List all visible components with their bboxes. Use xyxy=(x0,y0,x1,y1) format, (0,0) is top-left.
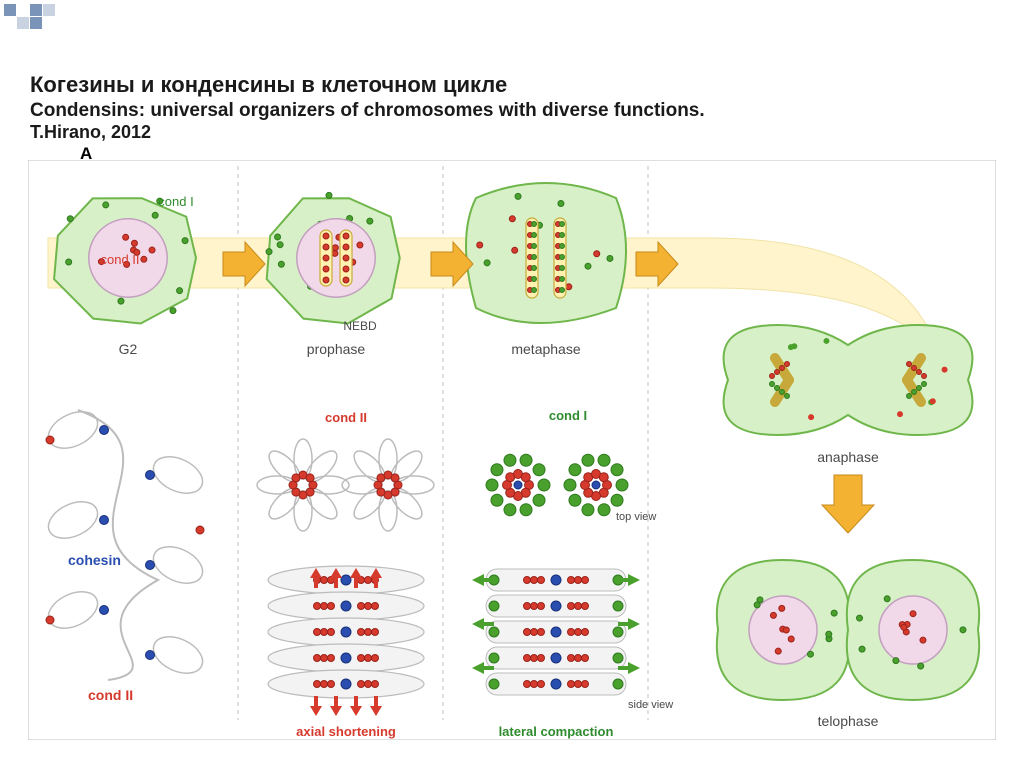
diagram-lateral-stack xyxy=(472,569,640,695)
label-cohesin: cohesin xyxy=(68,552,121,568)
diagram-metaphase-rosette xyxy=(486,454,628,515)
author-line: T.Hirano, 2012 xyxy=(30,122,705,143)
page-title: Когезины и конденсины в клеточном цикле xyxy=(30,72,705,98)
cell-prophase xyxy=(266,192,400,323)
diagram-prophase-rosette xyxy=(257,439,434,531)
label-cond-ii-2: cond II xyxy=(88,687,133,703)
label-cond-ii: cond II xyxy=(100,252,139,267)
cell-anaphase xyxy=(724,325,973,435)
subtitle: Condensins: universal organizers of chro… xyxy=(30,100,705,122)
label-cond-i: cond I xyxy=(158,194,193,209)
diagram-g2-loops xyxy=(43,405,209,681)
cell-metaphase xyxy=(466,183,626,323)
cell-telophase xyxy=(717,560,979,700)
phase-arrow-down-icon xyxy=(822,475,874,533)
label-g2: G2 xyxy=(119,341,138,357)
label-top-view: top view xyxy=(616,511,656,523)
label-anaphase: anaphase xyxy=(817,449,879,465)
diagram-axial-stack xyxy=(268,566,424,716)
figure-panel: cond I cond II G2 prophase NEBD metaphase anap… xyxy=(28,160,996,740)
label-prophase: prophase xyxy=(307,341,366,357)
label-telophase: telophase xyxy=(818,713,879,729)
label-nebd: NEBD xyxy=(343,319,377,333)
label-axial: axial shortening xyxy=(296,724,396,739)
label-side-view: side view xyxy=(628,699,673,711)
label-metaphase: metaphase xyxy=(511,341,580,357)
label-cond-i-2: cond I xyxy=(549,408,587,423)
label-cond-ii-3: cond II xyxy=(325,410,367,425)
label-lateral: lateral compaction xyxy=(499,724,614,739)
